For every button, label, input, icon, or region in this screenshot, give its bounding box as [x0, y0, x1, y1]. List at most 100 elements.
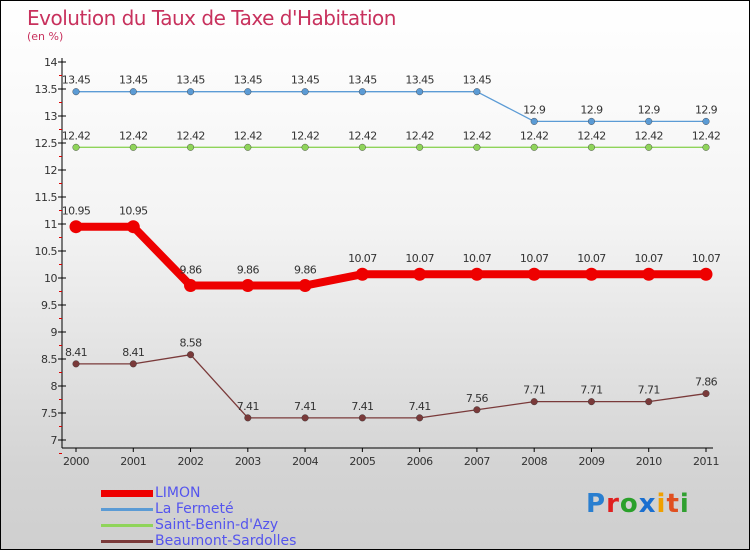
- data-point: [184, 279, 198, 293]
- data-label: 12.42: [291, 129, 320, 142]
- data-label: 12.42: [463, 129, 492, 142]
- data-label: 12.9: [580, 103, 603, 116]
- data-label: 12.42: [405, 129, 434, 142]
- proxiti-logo: Proxiti: [586, 489, 690, 519]
- data-label: 7.86: [695, 376, 718, 389]
- data-point: [301, 88, 309, 96]
- data-point: [530, 398, 538, 406]
- y-tick-label: 7: [51, 434, 58, 447]
- data-label: 10.07: [520, 252, 549, 265]
- data-label: 9.86: [179, 264, 202, 277]
- data-label: 10.07: [577, 252, 606, 265]
- y-tick-label: 9: [51, 326, 58, 339]
- y-tick-label: 7.5: [41, 407, 57, 420]
- data-point: [72, 88, 80, 96]
- y-tick-label: 9.5: [41, 299, 57, 312]
- data-point: [187, 143, 195, 151]
- y-tick-label: 13: [44, 110, 57, 123]
- data-point: [129, 88, 137, 96]
- data-label: 13.45: [291, 74, 320, 87]
- data-point: [72, 360, 80, 368]
- data-point: [358, 414, 366, 422]
- data-label: 13.45: [463, 74, 492, 87]
- data-label: 8.41: [122, 346, 144, 359]
- data-point: [645, 398, 653, 406]
- data-point: [358, 88, 366, 96]
- data-point: [584, 267, 598, 281]
- x-tick-label: 2007: [464, 455, 490, 468]
- data-point: [301, 414, 309, 422]
- legend-label: La Fermeté: [155, 501, 234, 517]
- data-point: [473, 143, 481, 151]
- legend-label: LIMON: [155, 485, 201, 501]
- data-label: 12.42: [577, 129, 606, 142]
- x-tick-label: 2005: [349, 455, 375, 468]
- data-point: [530, 143, 538, 151]
- x-tick-label: 2010: [636, 455, 662, 468]
- data-point: [527, 267, 541, 281]
- y-tick-label: 12: [44, 164, 57, 177]
- data-label: 7.56: [466, 392, 489, 405]
- data-point: [358, 143, 366, 151]
- y-tick-label: 10: [44, 272, 57, 285]
- data-label: 8.58: [179, 337, 202, 350]
- data-label: 13.45: [405, 74, 434, 87]
- legend-label: Saint-Benin-d'Azy: [155, 517, 279, 533]
- data-point: [416, 414, 424, 422]
- y-tick-label: 14: [44, 56, 57, 69]
- data-label: 12.42: [234, 129, 263, 142]
- data-point: [645, 117, 653, 125]
- data-label: 10.07: [405, 252, 434, 265]
- legend-swatch: [101, 540, 153, 543]
- data-label: 12.9: [523, 103, 546, 116]
- series-line-Beaumont-Sardolles: [76, 354, 707, 419]
- legend-swatch: [101, 508, 153, 511]
- data-label: 12.9: [695, 103, 718, 116]
- data-label: 10.95: [119, 205, 148, 218]
- data-label: 12.42: [62, 129, 91, 142]
- legend-label: Beaumont-Sardolles: [155, 533, 297, 549]
- data-point: [416, 143, 424, 151]
- data-label: 12.42: [119, 129, 148, 142]
- x-tick-label: 2008: [521, 455, 547, 468]
- x-tick-label: 2004: [292, 455, 318, 468]
- data-label: 12.42: [176, 129, 205, 142]
- data-label: 10.95: [62, 205, 91, 218]
- x-tick-label: 2006: [407, 455, 433, 468]
- data-point: [126, 220, 140, 234]
- legend-item: Saint-Benin-d'Azy: [101, 517, 361, 533]
- series-line-LIMON: [76, 222, 706, 290]
- data-label: 12.42: [348, 129, 377, 142]
- data-label: 13.45: [234, 74, 263, 87]
- data-label: 7.71: [638, 384, 660, 397]
- data-point: [587, 398, 595, 406]
- data-point: [587, 117, 595, 125]
- y-tick-label: 8.5: [41, 353, 57, 366]
- data-label: 10.07: [463, 252, 492, 265]
- data-point: [587, 143, 595, 151]
- y-tick-label: 13.5: [35, 83, 58, 96]
- legend-item: La Fermeté: [101, 501, 361, 517]
- x-tick-label: 2009: [578, 455, 604, 468]
- data-label: 7.41: [409, 400, 431, 413]
- data-point: [301, 143, 309, 151]
- legend-item: LIMON: [101, 485, 361, 501]
- y-tick-label: 12.5: [35, 137, 58, 150]
- data-point: [702, 117, 710, 125]
- data-point: [413, 267, 427, 281]
- data-point: [187, 88, 195, 96]
- data-point: [355, 267, 369, 281]
- data-label: 8.41: [65, 346, 87, 359]
- data-point: [473, 88, 481, 96]
- y-tick-label: 11.5: [35, 191, 58, 204]
- data-point: [530, 117, 538, 125]
- legend: LIMON La Fermeté Saint-Benin-d'Azy Beaumont…: [101, 485, 361, 549]
- data-label: 12.42: [634, 129, 663, 142]
- data-point: [642, 267, 656, 281]
- data-point: [244, 414, 252, 422]
- data-point: [241, 279, 255, 293]
- data-point: [244, 88, 252, 96]
- x-tick-label: 2001: [120, 455, 146, 468]
